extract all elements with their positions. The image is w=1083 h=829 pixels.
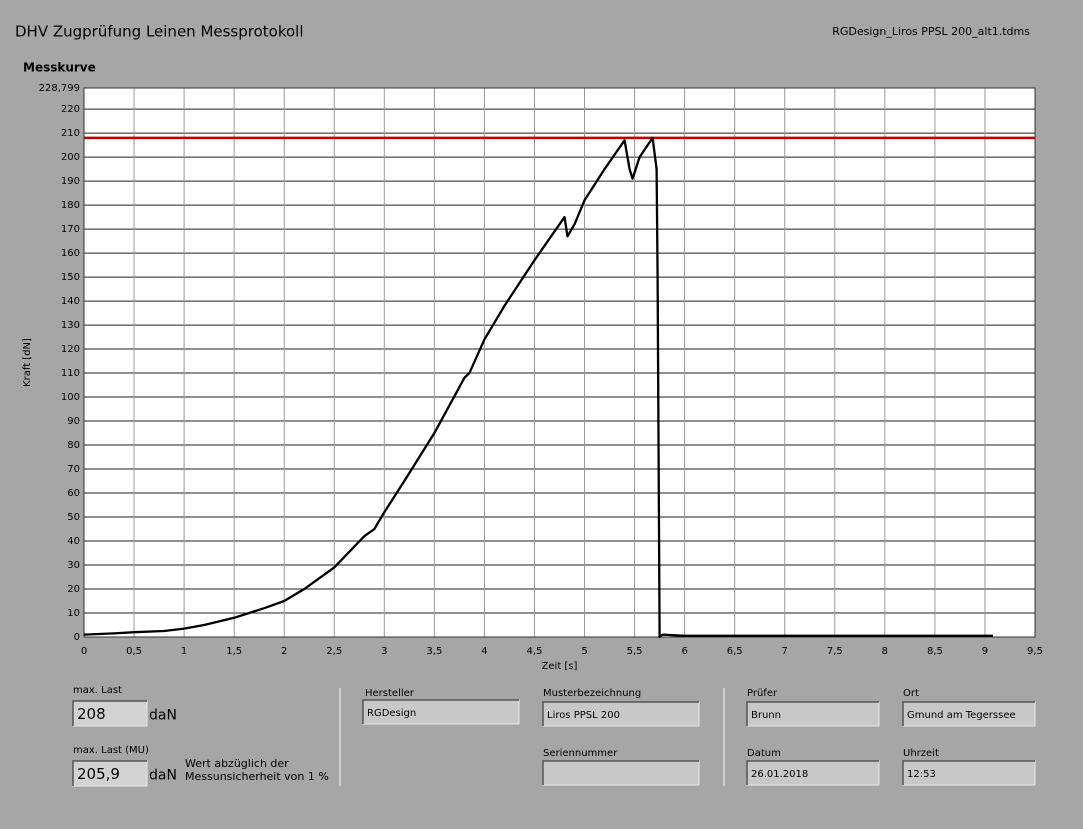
y-tick-label: 10: [67, 608, 80, 619]
y-tick-label: 170: [61, 224, 80, 235]
y-tick-label: 120: [61, 344, 80, 355]
x-tick-label: 3: [381, 646, 387, 657]
y-tick-label: 190: [61, 176, 80, 187]
x-tick-label: 4: [481, 646, 487, 657]
field-value: 205,9: [77, 765, 120, 783]
x-tick-label: 8,5: [927, 646, 943, 657]
y-tick-label: 30: [67, 560, 80, 571]
field-box: [746, 701, 880, 727]
field-label: Musterbezeichnung: [543, 688, 641, 699]
field-note: Wert abzüglich der: [185, 757, 289, 770]
plot-frame: [83, 87, 1036, 638]
field-bevel: [542, 760, 699, 785]
field-bevel: [72, 760, 147, 786]
y-tick-label: 90: [67, 416, 80, 427]
file-name: RGDesign_Liros PPSL 200_alt1.tdms: [832, 25, 1030, 38]
plot-area: [84, 88, 1035, 637]
x-tick-label: 3,5: [426, 646, 442, 657]
x-tick-label: 1: [181, 646, 187, 657]
field-label: max. Last (MU): [73, 745, 149, 756]
field-value: Brunn: [751, 710, 781, 721]
x-tick-label: 7,5: [827, 646, 843, 657]
field-label: Ort: [903, 688, 919, 699]
x-tick-label: 2: [281, 646, 287, 657]
y-tick-label: 20: [67, 584, 80, 595]
field-box: [362, 699, 520, 725]
y-tick-label: 140: [61, 296, 80, 307]
field-value: Gmund am Tegerssee: [907, 710, 1016, 721]
x-tick-label: 4,5: [527, 646, 543, 657]
y-tick-label: 130: [61, 320, 80, 331]
field-value: RGDesign: [367, 708, 416, 719]
field-value: 12:53: [907, 769, 936, 780]
field-value: 208: [77, 705, 106, 723]
field-box: [902, 701, 1036, 727]
y-tick-label: 160: [61, 248, 80, 259]
y-tick-label: 220: [61, 104, 80, 115]
field-bevel: [542, 701, 699, 726]
field-note: Messunsicherheit von 1 %: [185, 770, 329, 783]
field-label: Datum: [747, 748, 781, 759]
field-label: Prüfer: [747, 688, 778, 699]
y-tick-label: 150: [61, 272, 80, 283]
y-tick-label: 180: [61, 200, 80, 211]
y-tick-label: 228,799: [39, 83, 80, 94]
x-tick-label: 9: [982, 646, 988, 657]
x-tick-label: 7: [782, 646, 788, 657]
y-tick-label: 100: [61, 392, 80, 403]
x-tick-label: 9,5: [1027, 646, 1043, 657]
x-tick-label: 6,5: [727, 646, 743, 657]
y-tick-label: 110: [61, 368, 80, 379]
field-label: Hersteller: [365, 688, 415, 699]
field-box: [542, 701, 700, 727]
field-unit: daN: [149, 768, 177, 784]
curve: [83, 136, 993, 639]
y-tick-label: 50: [67, 512, 80, 523]
field-unit: daN: [149, 708, 177, 724]
field-value: 26.01.2018: [751, 769, 808, 780]
y-tick-label: 70: [67, 464, 80, 475]
x-tick-label: 0,5: [126, 646, 142, 657]
x-tick-label: 0: [81, 646, 87, 657]
field-bevel: [72, 700, 147, 726]
x-tick-label: 5: [581, 646, 587, 657]
x-tick-label: 2,5: [326, 646, 342, 657]
y-axis-label: Kraft [dN]: [22, 338, 33, 387]
field-value: Liros PPSL 200: [547, 710, 620, 721]
x-axis-label: Zeit [s]: [542, 661, 578, 672]
y-tick-label: 40: [67, 536, 80, 547]
field-bevel: [902, 760, 1035, 785]
field-bevel: [746, 760, 879, 785]
x-tick-label: 1,5: [226, 646, 242, 657]
field-bevel: [362, 699, 519, 724]
y-tick-label: 80: [67, 440, 80, 451]
field-label: max. Last: [73, 685, 122, 696]
chart-title: Messkurve: [23, 61, 96, 75]
x-tick-label: 5,5: [627, 646, 643, 657]
page-title: DHV Zugprüfung Leinen Messprotokoll: [15, 23, 304, 41]
field-box: [746, 760, 880, 786]
field-label: Seriennummer: [543, 748, 618, 759]
y-tick-label: 200: [61, 152, 80, 163]
y-tick-label: 0: [74, 632, 80, 643]
y-tick-label: 60: [67, 488, 80, 499]
x-tick-label: 8: [882, 646, 888, 657]
field-box: [902, 760, 1036, 786]
field-box: [72, 760, 148, 787]
field-bevel: [746, 701, 879, 726]
field-box: [542, 760, 700, 786]
x-tick-label: 6: [681, 646, 687, 657]
field-label: Uhrzeit: [903, 748, 939, 759]
y-tick-label: 210: [61, 128, 80, 139]
field-bevel: [902, 701, 1035, 726]
